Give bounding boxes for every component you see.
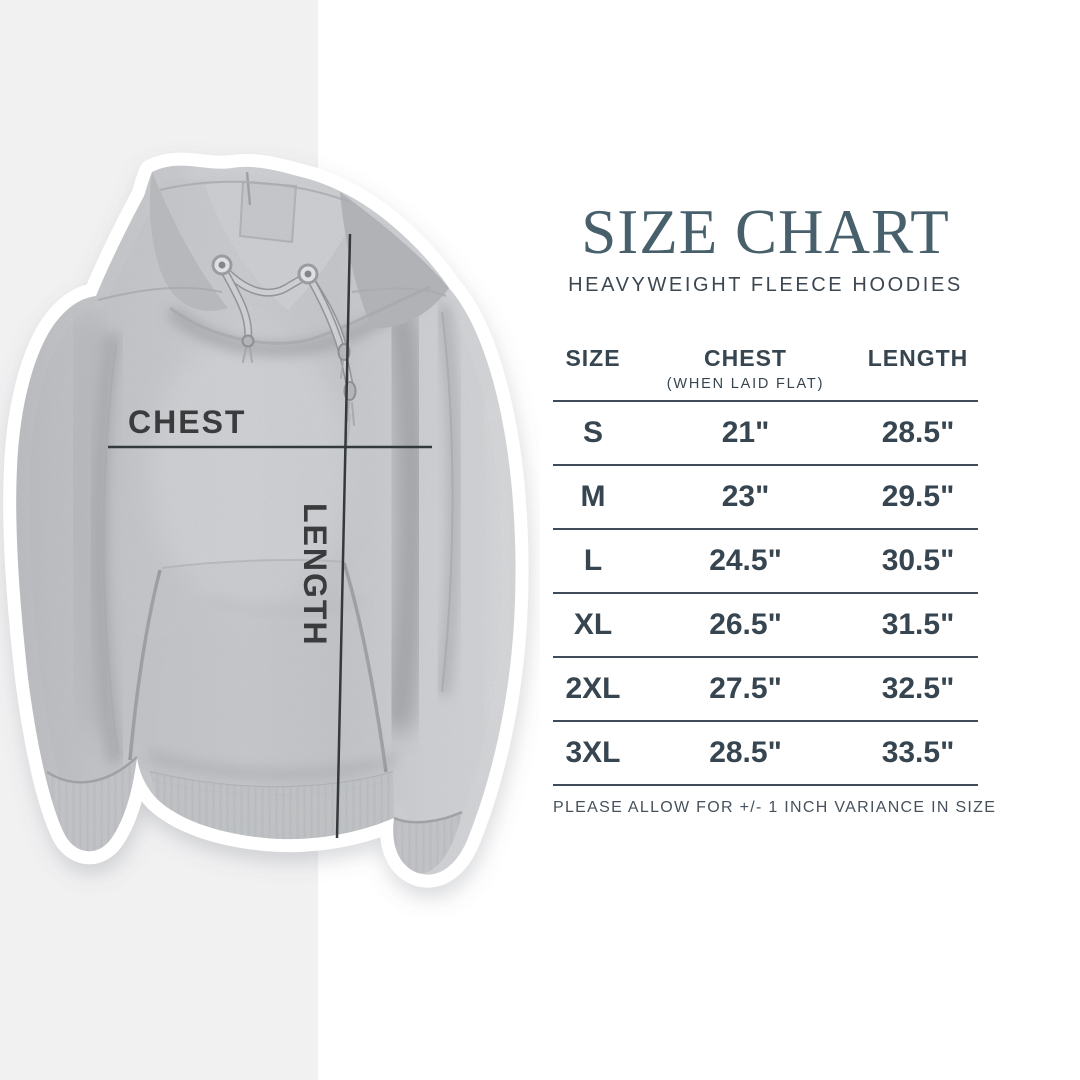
column-label: CHEST (704, 345, 787, 371)
table-row-2xl: 2XL 27.5" 32.5" (553, 658, 978, 722)
length-cell: 30.5" (881, 544, 955, 577)
size-cell: 3XL (565, 736, 621, 769)
length-measure-line (335, 233, 352, 839)
chest-cell: 21" (721, 416, 770, 449)
table-row-3xl: 3XL 28.5" 33.5" (553, 722, 978, 786)
table-row-l: L 24.5" 30.5" (553, 530, 978, 594)
header-cell-length: LENGTH (858, 336, 978, 400)
size-cell: XL (573, 608, 613, 641)
header-cell-size: SIZE (553, 336, 633, 400)
size-cell: M (580, 480, 606, 513)
page-title: SIZE CHART (581, 197, 950, 267)
variance-note: PLEASE ALLOW FOR +/- 1 INCH VARIANCE IN … (553, 799, 997, 816)
chest-cell: 24.5" (709, 544, 782, 577)
table-row-xl: XL 26.5" 31.5" (553, 594, 978, 658)
length-label: LENGTH (297, 503, 333, 647)
length-cell: 28.5" (881, 416, 955, 449)
header-cell-chest: CHEST (WHEN LAID FLAT) (633, 336, 858, 400)
column-label: LENGTH (867, 345, 969, 371)
page-subtitle: HEAVYWEIGHT FLEECE HOODIES (568, 274, 963, 296)
table-row-m: M 23" 29.5" (553, 466, 978, 530)
chest-cell: 23" (721, 480, 770, 513)
length-cell: 31.5" (881, 608, 955, 641)
measurement-overlay: CHEST LENGTH (108, 233, 432, 839)
chest-cell: 27.5" (709, 672, 782, 705)
heather-texture (16, 165, 516, 875)
table-row-s: S 21" 28.5" (553, 402, 978, 466)
size-cell: L (583, 544, 603, 577)
length-cell: 29.5" (881, 480, 955, 513)
length-cell: 32.5" (881, 672, 955, 705)
hoodie-photo: CHEST LENGTH (0, 0, 540, 1080)
size-table: SIZE CHEST (WHEN LAID FLAT) LENGTH S 21"… (553, 336, 997, 817)
size-cell: S (582, 416, 603, 449)
chest-cell: 28.5" (709, 736, 782, 769)
size-cell: 2XL (565, 672, 621, 705)
chest-cell: 26.5" (709, 608, 782, 641)
column-label: SIZE (565, 345, 621, 371)
chest-label: CHEST (128, 404, 246, 440)
column-sublabel: (WHEN LAID FLAT) (666, 376, 825, 392)
size-table-header: SIZE CHEST (WHEN LAID FLAT) LENGTH (553, 336, 978, 402)
length-cell: 33.5" (881, 736, 955, 769)
